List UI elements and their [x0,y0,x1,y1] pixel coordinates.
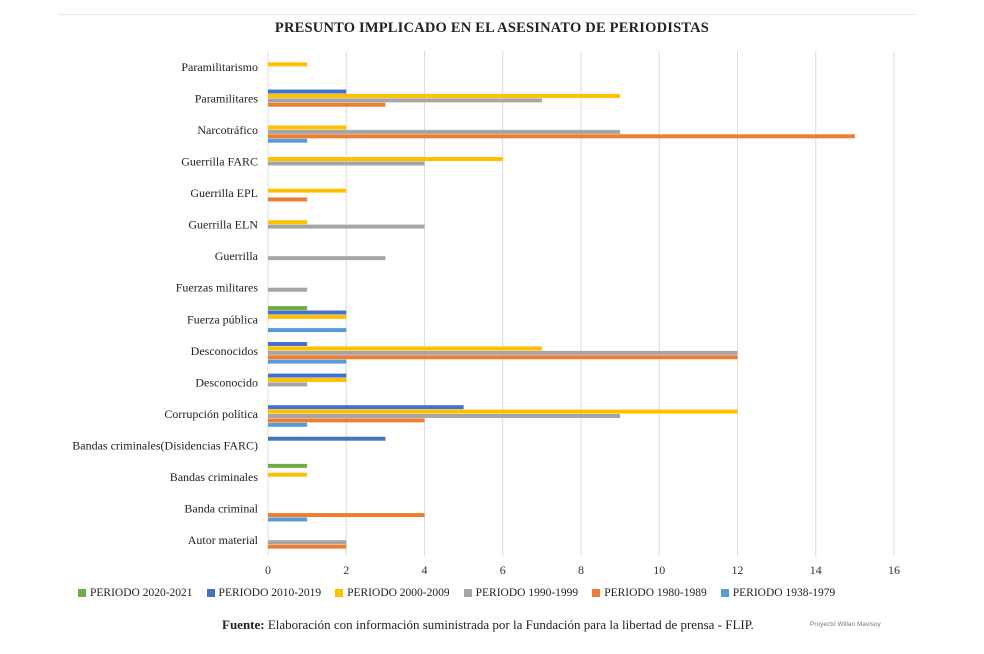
legend-item-periodo-1980-1989: PERIODO 1980-1989 [592,587,707,599]
bar-guerrilla-epl-periodo-2000-2009 [268,188,347,193]
category-label-guerrilla-farc: Guerrilla FARC [181,154,258,168]
category-label-guerrilla-eln: Guerrilla ELN [188,218,258,232]
x-tick-16: 16 [888,563,900,577]
bar-desconocido-periodo-2000-2009 [268,378,347,383]
x-tick-14: 14 [810,563,822,577]
legend-swatch-periodo-1938-1979 [720,589,729,597]
legend-swatch-periodo-2020-2021 [78,589,86,597]
bar-narcotrafico-periodo-1990-1999 [268,129,621,134]
category-label-banda-criminal: Banda criminal [184,502,258,516]
category-label-bandas-criminales: Bandas criminales [170,470,259,484]
legend-label-periodo-2020-2021: PERIODO 2020-2021 [90,587,193,599]
legend-swatch-periodo-1990-1999 [463,589,472,597]
bar-bandas-criminales-periodo-2000-2009 [268,472,308,477]
bar-corrupcion-politica-periodo-1938-1979 [268,422,308,427]
category-label-desconocidos: Desconocidos [191,344,259,358]
credit-note: Proyectó Willan Mavisoy [810,621,881,628]
category-label-bandas-criminales-disidencias-farc: Bandas criminales(Disidencias FARC) [72,439,258,453]
legend-label-periodo-1938-1979: PERIODO 1938-1979 [732,587,836,599]
category-label-narcotrafico: Narcotráfico [197,123,258,137]
bar-bandas-criminales-disidencias-farc-periodo-2010-2019 [268,436,386,441]
legend-label-periodo-1980-1989: PERIODO 1980-1989 [604,587,707,599]
category-label-paramilitarismo: Paramilitarismo [181,60,258,74]
bar-autor-material-periodo-1980-1989 [268,544,347,549]
category-label-fuerzas-militares: Fuerzas militares [176,281,259,295]
bar-paramilitarismo-periodo-2000-2009 [268,62,308,67]
x-tick-6: 6 [500,563,506,577]
bar-desconocido-periodo-1990-1999 [268,382,308,387]
category-label-paramilitares: Paramilitares [195,91,259,105]
bar-desconocidos-periodo-1980-1989 [268,355,738,360]
bar-corrupcion-politica-periodo-1980-1989 [268,418,425,423]
x-tick-8: 8 [578,563,584,577]
legend-item-periodo-2010-2019: PERIODO 2010-2019 [206,587,322,599]
bar-guerrilla-epl-periodo-1980-1989 [268,197,308,202]
bar-narcotrafico-periodo-2000-2009 [268,125,347,130]
category-label-guerrilla-epl: Guerrilla EPL [190,186,258,200]
legend-item-periodo-2000-2009: PERIODO 2000-2009 [335,587,450,599]
bar-paramilitares-periodo-1990-1999 [268,98,542,103]
bar-banda-criminal-periodo-1980-1989 [268,513,425,518]
bar-guerrilla-farc-periodo-1990-1999 [268,161,425,166]
bar-desconocidos-periodo-1990-1999 [268,350,738,355]
category-label-guerrilla: Guerrilla [215,249,259,263]
legend: PERIODO 2020-2021 PERIODO 2010-2019 PERIOD… [78,584,938,602]
legend-item-periodo-1990-1999: PERIODO 1990-1999 [463,587,579,599]
source-note: Fuente: Elaboración con información sumi… [222,617,754,633]
legend-item-periodo-1938-1979: PERIODO 1938-1979 [720,587,836,599]
source-label: Fuente: [222,617,265,632]
top-rule [58,14,916,15]
category-label-autor-material: Autor material [188,533,259,547]
legend-item-periodo-2020-2021: PERIODO 2020-2021 [78,587,193,599]
legend-swatch-periodo-2010-2019 [206,589,215,597]
bar-marks [268,62,855,549]
bar-guerrilla-farc-periodo-2000-2009 [268,157,503,162]
bar-paramilitares-periodo-1980-1989 [268,102,386,107]
x-tick-labels: 0 2 4 6 8 10 12 14 16 [265,563,900,577]
bar-desconocido-periodo-2010-2019 [268,373,347,378]
legend-label-periodo-2010-2019: PERIODO 2010-2019 [218,587,322,599]
bar-corrupcion-politica-periodo-1990-1999 [268,413,621,418]
category-label-desconocido: Desconocido [195,375,258,389]
x-tick-10: 10 [653,563,665,577]
bar-narcotrafico-periodo-1938-1979 [268,138,308,143]
bar-guerrilla-eln-periodo-2000-2009 [268,220,308,225]
legend-label-periodo-2000-2009: PERIODO 2000-2009 [347,587,450,599]
bar-corrupcion-politica-periodo-2010-2019 [268,405,464,410]
bar-desconocidos-periodo-1938-1979 [268,359,347,364]
legend-swatch-periodo-1980-1989 [592,589,601,597]
source-text: Elaboración con información suministrada… [264,617,754,632]
bar-corrupcion-politica-periodo-2000-2009 [268,409,738,414]
x-tick-4: 4 [422,563,428,577]
x-tick-0: 0 [265,563,271,577]
x-tick-2: 2 [343,563,349,577]
legend-label-periodo-1990-1999: PERIODO 1990-1999 [475,587,579,599]
category-label-corrupcion-politica: Corrupción política [164,407,258,421]
bar-autor-material-periodo-1990-1999 [268,540,347,545]
gridlines [267,51,895,556]
legend-swatch-periodo-2000-2009 [335,589,344,597]
bar-fuerzas-militares-periodo-1990-1999 [268,287,308,292]
bar-paramilitares-periodo-2000-2009 [268,93,621,98]
bar-fuerza-publica-periodo-2020-2021 [268,306,308,311]
bar-guerrilla-eln-periodo-1990-1999 [268,224,425,229]
bar-desconocidos-periodo-2010-2019 [268,342,308,347]
bar-narcotrafico-periodo-1980-1989 [268,134,855,139]
bar-fuerza-publica-periodo-1938-1979 [268,328,347,333]
bar-guerrilla-periodo-1990-1999 [268,256,386,261]
chart-title: PRESUNTO IMPLICADO EN EL ASESINATO DE PE… [274,20,710,36]
x-tick-12: 12 [732,563,744,577]
bar-fuerza-publica-periodo-2000-2009 [268,314,347,319]
bar-banda-criminal-periodo-1938-1979 [268,517,308,522]
bar-bandas-criminales-periodo-2020-2021 [268,463,308,468]
category-labels: Paramilitarismo Paramilitares Narcotráfico… [72,60,258,547]
bar-paramilitares-periodo-2010-2019 [268,89,347,94]
category-label-fuerza-publica: Fuerza pública [187,312,259,326]
bar-desconocidos-periodo-2000-2009 [268,346,542,351]
bar-fuerza-publica-periodo-2010-2019 [268,310,347,315]
